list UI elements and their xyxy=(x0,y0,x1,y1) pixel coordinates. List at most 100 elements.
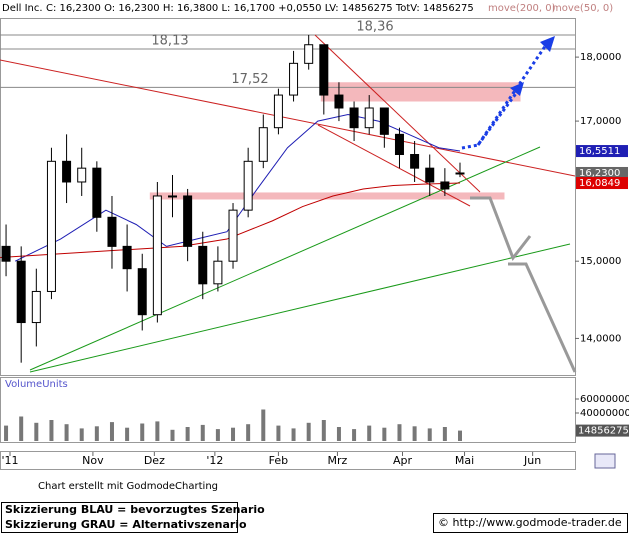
x-tick-label: Apr xyxy=(393,454,413,467)
header-name: Dell Inc. xyxy=(2,3,43,14)
candle-body xyxy=(379,107,389,135)
candle-body xyxy=(31,290,41,324)
volume-bar xyxy=(79,428,84,441)
header-field: L: 16,1700 xyxy=(221,3,274,14)
candle-body xyxy=(364,107,374,129)
candle-body xyxy=(152,195,162,316)
volume-bar xyxy=(382,427,387,441)
last-label-box xyxy=(576,166,628,179)
volume-bar xyxy=(64,424,69,441)
level-label: 18,36 xyxy=(356,19,393,34)
header-field: H: 16,3800 xyxy=(163,3,218,14)
candle-body xyxy=(425,167,435,183)
volume-bar xyxy=(276,425,281,441)
volume-bar xyxy=(109,422,114,441)
trendline xyxy=(29,243,571,373)
zone xyxy=(149,192,505,200)
candle-body xyxy=(410,154,420,169)
volume-bar xyxy=(261,409,266,441)
candle-body xyxy=(213,260,223,285)
volume-bar xyxy=(458,430,462,441)
level-label: 17,52 xyxy=(231,72,268,87)
volume-bar xyxy=(170,429,175,441)
volume-bar xyxy=(397,424,402,441)
header-field: TotV: 14856275 xyxy=(395,3,474,14)
candle-body xyxy=(304,44,314,64)
last-label-box xyxy=(576,177,628,190)
candle-body xyxy=(349,107,359,129)
volume-bar xyxy=(306,422,311,441)
candle-body xyxy=(16,260,26,324)
trendline xyxy=(29,146,541,371)
volume-bar xyxy=(291,428,296,441)
volume-bar xyxy=(94,426,99,441)
volume-last-label: 14856275 xyxy=(578,426,629,437)
volume-bar xyxy=(185,427,190,441)
zone xyxy=(320,82,521,102)
x-tick-label: Jun xyxy=(523,454,541,467)
header-field: +0,0550 xyxy=(278,3,321,14)
x-tick-label: Feb xyxy=(269,454,288,467)
last-label: 16,5511 xyxy=(579,146,620,157)
trendline xyxy=(0,59,576,177)
credit: Chart erstellt mit GodmodeCharting xyxy=(38,481,218,492)
volume-bar xyxy=(140,423,145,441)
volume-bar xyxy=(427,428,432,441)
ma-label: move(200, 0) xyxy=(488,3,556,14)
candle-body xyxy=(122,245,132,270)
candle-body xyxy=(228,209,238,262)
volume-bar xyxy=(321,420,326,441)
volume-panel xyxy=(0,377,576,443)
header-field: C: 16,2300 xyxy=(46,3,101,14)
scenario-gray xyxy=(470,196,532,262)
y-tick-label: 14,0000 xyxy=(580,333,621,344)
x-tick-label: '11 xyxy=(1,454,18,467)
candle-body xyxy=(334,94,344,109)
arrow-head xyxy=(510,82,524,96)
header-fields: C: 16,2300 O: 16,2300 H: 16,3800 L: 16,1… xyxy=(46,3,474,14)
volume-bar xyxy=(442,427,447,441)
volume-bar xyxy=(34,422,39,441)
volume-bar xyxy=(231,427,236,441)
candle-body xyxy=(92,167,102,218)
date-axis xyxy=(0,451,576,470)
x-tick-label: Mrz xyxy=(328,454,348,467)
volume-bar xyxy=(215,429,220,441)
notes-box xyxy=(1,502,238,533)
candle-body xyxy=(273,94,283,129)
candle-body xyxy=(198,245,208,285)
candle-body xyxy=(243,160,253,211)
candle-body xyxy=(289,62,299,96)
last-label: 16,0849 xyxy=(579,178,620,189)
y-tick-label: 15,0000 xyxy=(580,256,621,267)
trendline xyxy=(314,34,481,193)
volume-bar xyxy=(155,421,160,441)
moving-average xyxy=(0,182,461,258)
moving-average xyxy=(14,114,461,262)
y-tick-label: 17,0000 xyxy=(580,116,621,127)
candle-body xyxy=(137,268,147,316)
volume-bar xyxy=(336,427,341,441)
icon xyxy=(594,453,616,469)
volume-bar xyxy=(19,416,24,441)
arrow-head xyxy=(540,36,555,52)
note: Skizzierung BLAU = bevorzugtes Szenario xyxy=(5,503,265,516)
ma-label: move(50, 0) xyxy=(552,3,613,14)
volume-bar xyxy=(367,425,372,441)
candle-body xyxy=(183,195,193,247)
volume-last-box xyxy=(576,424,629,437)
url-box xyxy=(433,513,628,533)
candle-body xyxy=(77,167,87,183)
header-field: LV: 14856275 xyxy=(325,3,393,14)
volume-bar xyxy=(49,420,54,441)
last-label: 16,2300 xyxy=(579,168,620,179)
volume-bar xyxy=(4,425,9,441)
candle-body xyxy=(168,195,177,198)
candle-body xyxy=(258,127,268,162)
candle-body xyxy=(107,216,117,247)
candle-body xyxy=(46,160,56,292)
note: Skizzierung GRAU = Alternativszenario xyxy=(5,518,247,531)
level-label: 18,13 xyxy=(151,34,188,49)
volume-title: VolumeUnits xyxy=(5,379,68,390)
